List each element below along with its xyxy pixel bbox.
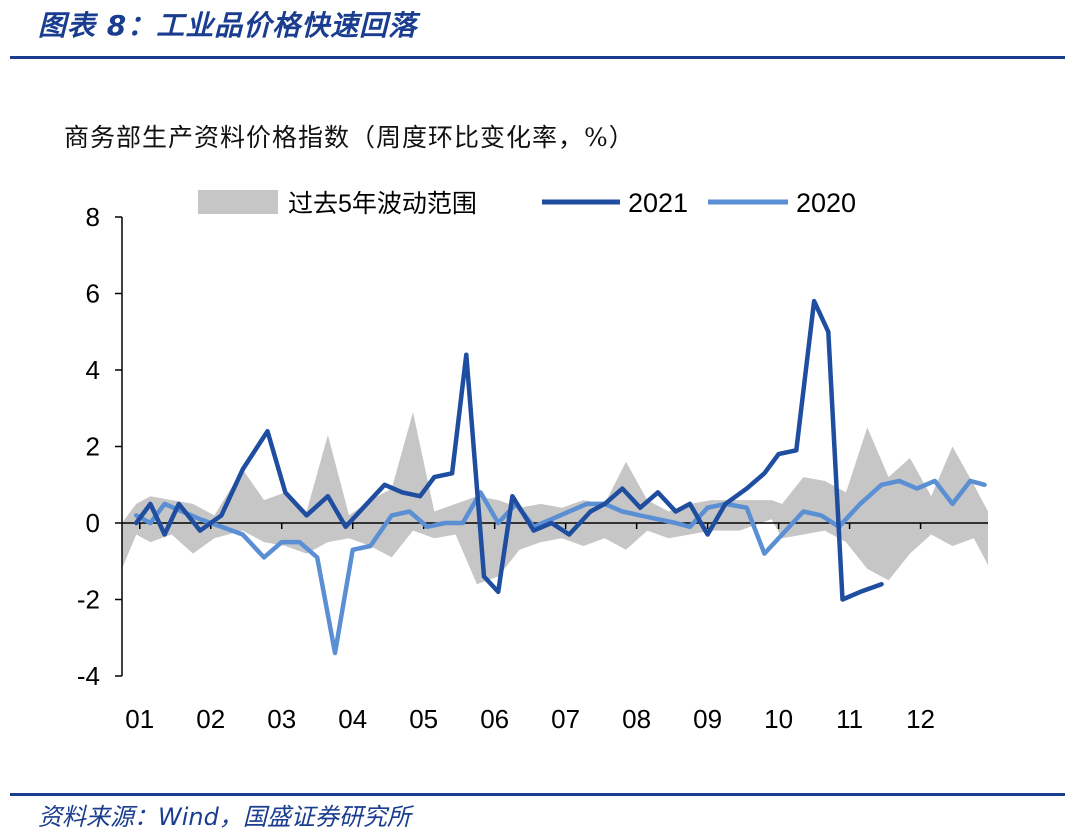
x-tick-label: 01 <box>125 704 154 734</box>
x-tick-label: 05 <box>409 704 438 734</box>
y-tick-label: -2 <box>77 585 100 615</box>
x-tick-label: 09 <box>693 704 722 734</box>
y-tick-label: 4 <box>86 355 100 385</box>
legend-band-label: 过去5年波动范围 <box>288 190 477 218</box>
x-tick-label: 10 <box>764 704 793 734</box>
x-tick-label: 02 <box>196 704 225 734</box>
band-layer <box>122 412 988 585</box>
x-tick-label: 06 <box>480 704 509 734</box>
y-tick-label: -4 <box>77 661 100 691</box>
legend-2021-label: 2021 <box>628 188 688 218</box>
figure-title: 图表 8：工业品价格快速回落 <box>38 9 418 42</box>
x-tick-label: 04 <box>338 704 367 734</box>
x-tick-label: 03 <box>267 704 296 734</box>
series-line-2020 <box>133 478 987 656</box>
legend-band-swatch <box>198 190 278 214</box>
series-layer <box>133 298 987 656</box>
band-area <box>122 412 988 585</box>
legend: 过去5年波动范围 2021 2020 <box>198 188 856 218</box>
x-tick-label: 12 <box>906 704 935 734</box>
x-tick-label: 07 <box>551 704 580 734</box>
x-tick-label: 11 <box>836 704 863 734</box>
x-tick-label: 08 <box>622 704 651 734</box>
legend-2020-label: 2020 <box>796 188 856 218</box>
chart-title: 商务部生产资料价格指数（周度环比变化率，%） <box>64 123 635 152</box>
y-tick-label: 6 <box>86 279 100 309</box>
y-tick-label: 0 <box>86 508 100 538</box>
series-line-2021 <box>133 298 884 602</box>
top-rule <box>10 56 1065 59</box>
y-tick-label: 8 <box>86 202 100 232</box>
source-note: 资料来源：Wind，国盛证券研究所 <box>38 803 411 831</box>
y-tick-label: 2 <box>86 432 100 462</box>
bottom-rule <box>10 793 1065 796</box>
